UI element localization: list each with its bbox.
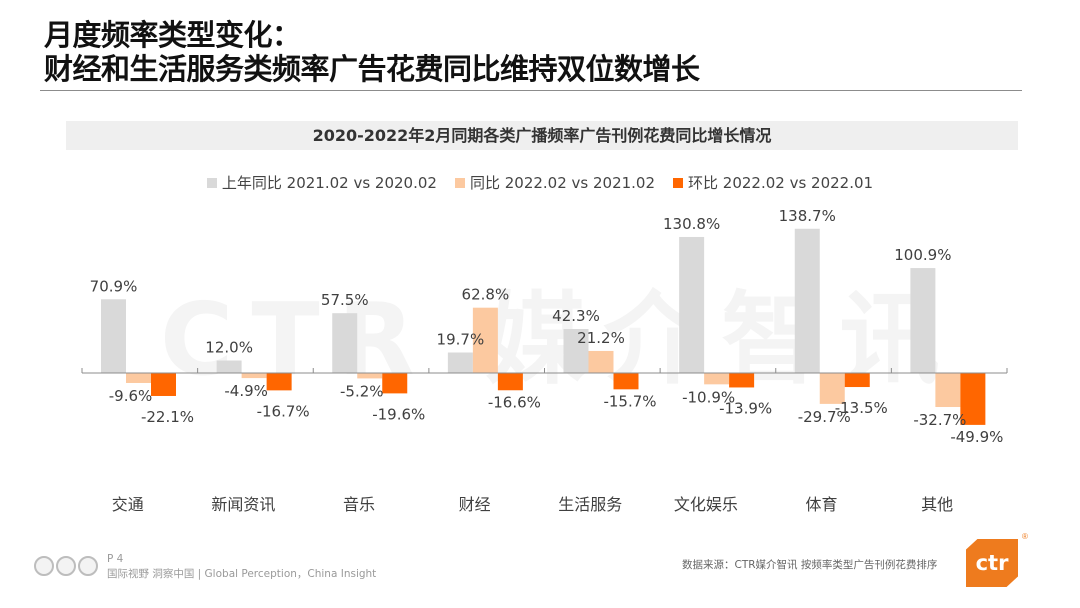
bar-1-4 — [588, 350, 614, 373]
slide-title: 月度频率类型变化： 财经和生活服务类频率广告花费同比维持双位数增长 — [44, 18, 700, 86]
data-label: 21.2% — [577, 329, 625, 347]
data-label: 70.9% — [90, 277, 138, 295]
footer-slogan: 国际视野 洞察中国 | Global Perception，China Insi… — [107, 568, 377, 580]
data-source-note: 数据来源：CTR媒介智讯 按频率类型广告刊例花费排序 — [682, 559, 938, 571]
bar-1-1 — [241, 373, 267, 379]
data-label: 42.3% — [552, 307, 600, 325]
category-label: 音乐 — [343, 495, 375, 514]
badge-icon — [34, 556, 54, 576]
registered-mark: ® — [1022, 532, 1028, 541]
data-label: -16.7% — [257, 402, 310, 420]
bar-1-2 — [357, 373, 383, 379]
data-label: -15.7% — [603, 392, 656, 410]
footer-text: P 4 国际视野 洞察中国 | Global Perception，China … — [107, 552, 376, 582]
legend-swatch — [206, 177, 217, 188]
data-label: -49.9% — [950, 428, 1003, 446]
category-label: 交通 — [112, 495, 144, 514]
data-label: -32.7% — [913, 411, 966, 429]
bar-1-5 — [704, 373, 730, 385]
legend-label: 上年同比 2021.02 vs 2020.02 — [221, 174, 437, 192]
badge-icon — [78, 556, 98, 576]
data-label: -16.6% — [488, 393, 541, 411]
category-label: 生活服务 — [558, 495, 622, 514]
bar-2-7 — [960, 373, 986, 425]
bar-0-3 — [447, 352, 473, 373]
bar-2-6 — [844, 373, 870, 388]
category-label: 文化娱乐 — [674, 495, 738, 514]
bar-0-2 — [332, 313, 358, 373]
slide-title-line1: 月度频率类型变化： — [44, 18, 301, 52]
bar-0-7 — [910, 268, 936, 373]
badge-icon — [56, 556, 76, 576]
footer-logo-badges — [34, 556, 98, 576]
bar-2-2 — [382, 373, 408, 394]
bar-2-0 — [151, 373, 176, 396]
category-label: 财经 — [459, 495, 491, 514]
data-label: 12.0% — [205, 339, 253, 357]
bar-2-5 — [729, 373, 755, 388]
legend-item-yoy: 同比 2022.02 vs 2021.02 — [454, 172, 656, 193]
title-divider — [40, 90, 1022, 91]
data-label: -19.6% — [372, 405, 425, 423]
data-label: 130.8% — [663, 215, 720, 233]
legend-swatch — [673, 177, 684, 188]
bar-1-7 — [935, 373, 961, 408]
chart-title-bar: 2020-2022年2月同期各类广播频率广告刊例花费同比增长情况 — [66, 121, 1018, 150]
data-label: -4.9% — [224, 382, 268, 400]
data-label: -5.2% — [340, 382, 384, 400]
data-label: -13.9% — [719, 399, 772, 417]
bar-2-1 — [266, 373, 292, 391]
chart-legend: 上年同比 2021.02 vs 2020.02 同比 2022.02 vs 20… — [0, 172, 1080, 193]
data-label: -22.1% — [141, 408, 194, 426]
data-label: 19.7% — [437, 331, 485, 349]
legend-item-mom: 环比 2022.02 vs 2022.01 — [673, 172, 873, 193]
data-label: -9.6% — [109, 387, 153, 405]
legend-swatch — [454, 177, 465, 188]
bar-0-0 — [101, 299, 126, 373]
slide-title-line2: 财经和生活服务类频率广告花费同比维持双位数增长 — [44, 52, 700, 86]
data-label: 62.8% — [462, 286, 510, 304]
bar-0-4 — [563, 329, 589, 373]
data-label: -13.5% — [835, 399, 888, 417]
legend-label: 同比 2022.02 vs 2021.02 — [469, 174, 656, 192]
data-label: -29.7% — [798, 408, 851, 426]
category-label: 体育 — [806, 495, 838, 514]
legend-label: 环比 2022.02 vs 2022.01 — [688, 174, 874, 192]
category-label: 新闻资讯 — [211, 495, 275, 514]
legend-item-prev-year-yoy: 上年同比 2021.02 vs 2020.02 — [206, 172, 437, 193]
bar-0-6 — [794, 228, 820, 373]
bar-0-1 — [216, 360, 242, 373]
data-label: 138.7% — [779, 207, 836, 225]
page-number: P 4 — [107, 553, 124, 565]
bar-2-3 — [497, 373, 523, 391]
ctr-logo: ctr — [966, 539, 1018, 587]
chart-title: 2020-2022年2月同期各类广播频率广告刊例花费同比增长情况 — [312, 126, 772, 145]
data-label: -10.9% — [682, 388, 735, 406]
bar-1-6 — [819, 373, 845, 404]
bar-0-5 — [679, 236, 705, 373]
category-label: 其他 — [921, 495, 953, 514]
data-label: 57.5% — [321, 291, 369, 309]
data-label: 100.9% — [894, 246, 951, 264]
bar-2-4 — [613, 373, 639, 390]
bar-1-3 — [472, 307, 498, 373]
bar-1-0 — [126, 373, 151, 383]
